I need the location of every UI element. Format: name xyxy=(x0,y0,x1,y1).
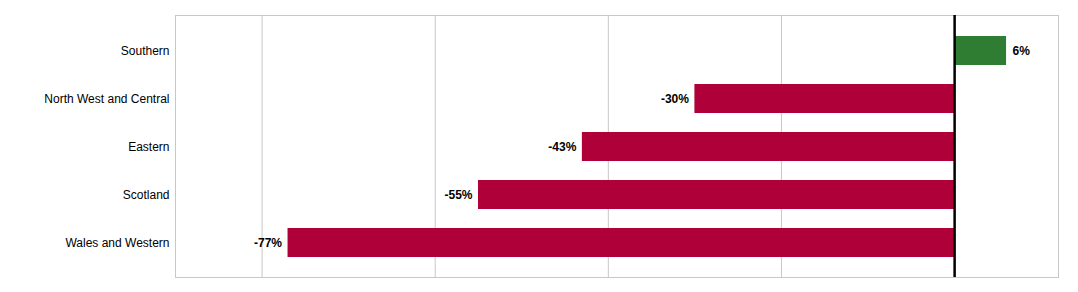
svg-text:-55%: -55% xyxy=(444,188,472,202)
svg-text:Scotland: Scotland xyxy=(123,188,170,202)
svg-text:-30%: -30% xyxy=(661,92,689,106)
svg-text:North West and Central: North West and Central xyxy=(44,92,169,106)
svg-text:Wales and Western: Wales and Western xyxy=(65,236,169,250)
svg-text:Eastern: Eastern xyxy=(128,140,169,154)
svg-text:Southern: Southern xyxy=(121,44,170,58)
svg-text:-77%: -77% xyxy=(254,236,282,250)
svg-text:6%: 6% xyxy=(1013,44,1031,58)
svg-text:-43%: -43% xyxy=(548,140,576,154)
